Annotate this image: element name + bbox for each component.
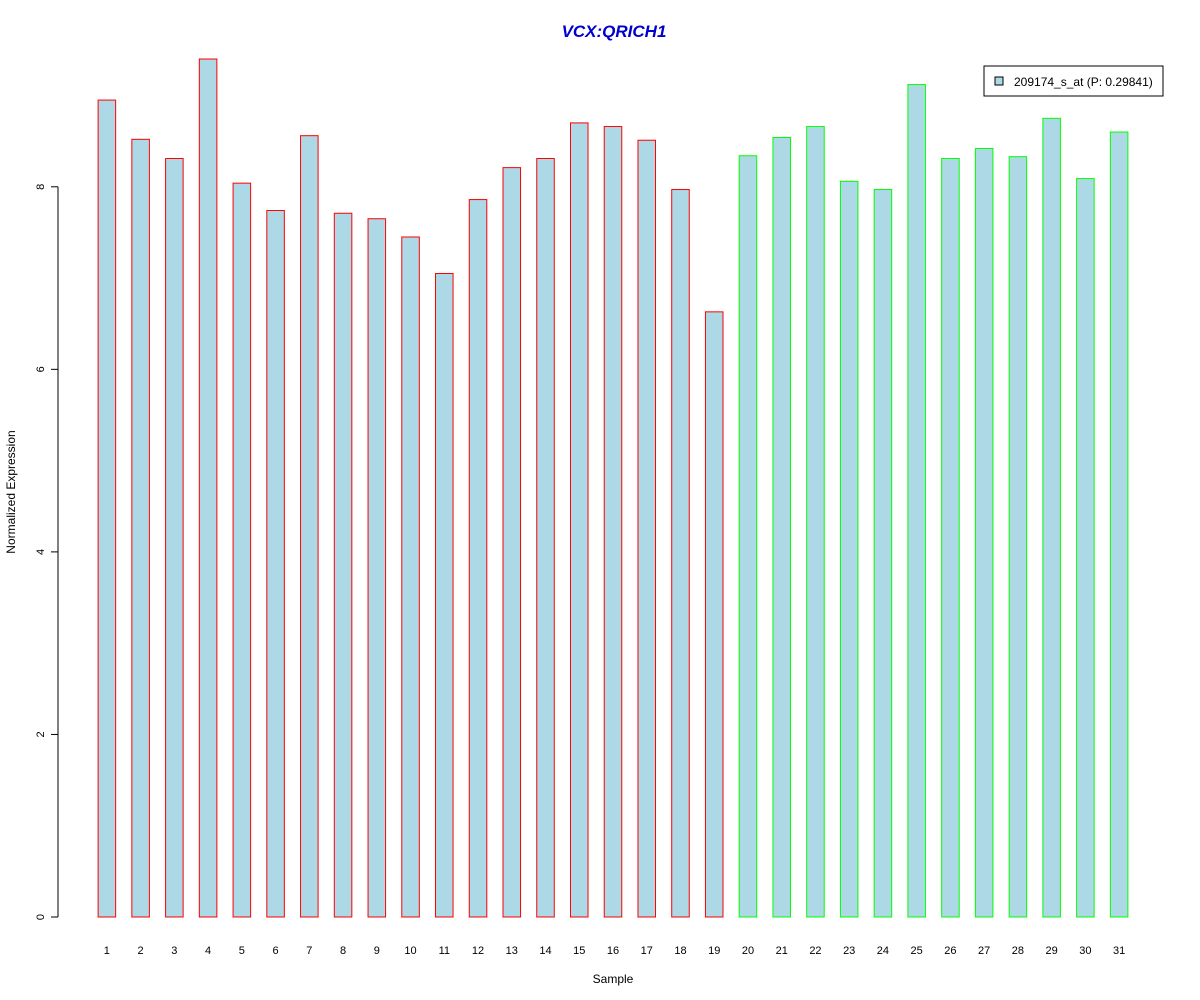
- x-tick-labels: 1 2 3 4 5 6 7 8 9 10 11 12 13 14 15 16 17 18 19 20 21 22 23 24 2…: [104, 945, 1125, 957]
- x-tick-label: 13: [506, 945, 518, 957]
- x-tick-label: 21: [776, 945, 788, 957]
- bar-sample-18: [671, 189, 690, 918]
- x-tick-label: 14: [539, 945, 551, 957]
- bar-sample-16: [603, 126, 623, 918]
- bar-sample-23: [839, 180, 859, 918]
- bar-sample-27: [974, 147, 994, 918]
- bar-sample-11: [435, 273, 454, 918]
- legend-swatch: [994, 76, 1004, 86]
- bar-sample-6: [266, 210, 285, 918]
- x-tick-label: 22: [809, 945, 821, 957]
- y-tick-label: 8: [35, 184, 47, 190]
- chart-title: VCX:QRICH1: [562, 22, 667, 41]
- x-tick-label: 8: [340, 945, 346, 957]
- bar-sample-19: [704, 311, 724, 918]
- bar-sample-22: [806, 126, 825, 918]
- x-tick-label: 5: [239, 945, 245, 957]
- x-tick-label: 19: [708, 945, 720, 957]
- bar-sample-12: [468, 199, 488, 918]
- bar-sample-31: [1109, 131, 1129, 918]
- y-tick-label: 2: [35, 731, 47, 737]
- x-tick-label: 24: [877, 945, 889, 957]
- x-tick-label: 18: [674, 945, 686, 957]
- x-tick-label: 15: [573, 945, 585, 957]
- bar-sample-2: [131, 138, 150, 918]
- x-tick-label: 29: [1046, 945, 1058, 957]
- bar-sample-4: [198, 58, 218, 918]
- bar-sample-1: [97, 99, 117, 918]
- x-tick-label: 28: [1012, 945, 1024, 957]
- x-tick-label: 16: [607, 945, 619, 957]
- y-tick-label: 4: [35, 549, 47, 555]
- x-tick-label: 26: [944, 945, 956, 957]
- x-tick-label: 1: [104, 945, 110, 957]
- x-tick-label: 9: [374, 945, 380, 957]
- legend-label: 209174_s_at (P: 0.29841): [1014, 75, 1153, 89]
- x-tick-label: 2: [138, 945, 144, 957]
- x-tick-label: 30: [1079, 945, 1091, 957]
- y-tick-label: 0: [35, 914, 47, 920]
- bar-sample-13: [502, 167, 522, 918]
- bar-sample-24: [873, 189, 893, 918]
- bar-sample-17: [637, 139, 657, 918]
- x-tick-label: 4: [205, 945, 211, 957]
- y-axis: 0 2 4 6 8: [35, 184, 59, 920]
- bar-sample-7: [300, 135, 319, 918]
- x-tick-label: 6: [273, 945, 279, 957]
- bar-sample-26: [941, 157, 960, 918]
- bar-sample-28: [1008, 156, 1028, 918]
- bar-sample-20: [738, 155, 758, 918]
- y-ticks: 0 2 4 6 8: [35, 184, 58, 920]
- x-tick-label: 23: [843, 945, 855, 957]
- bar-sample-14: [536, 157, 555, 918]
- x-tick-label: 10: [404, 945, 416, 957]
- bar-sample-25: [907, 84, 926, 918]
- y-tick-label: 6: [35, 366, 47, 372]
- x-tick-label: 20: [742, 945, 754, 957]
- bar-sample-3: [165, 157, 184, 918]
- legend: 209174_s_at (P: 0.29841): [983, 65, 1164, 97]
- bar-sample-9: [367, 218, 387, 918]
- legend-box: [983, 65, 1164, 97]
- x-tick-label: 25: [911, 945, 923, 957]
- x-tick-label: 7: [306, 945, 312, 957]
- x-tick-label: 12: [472, 945, 484, 957]
- bar-sample-5: [232, 182, 252, 918]
- x-tick-label: 11: [439, 945, 450, 957]
- bar-sample-21: [772, 136, 791, 918]
- bar-sample-8: [333, 212, 353, 918]
- x-tick-label: 17: [641, 945, 653, 957]
- bar-sample-10: [401, 236, 420, 918]
- bar-sample-15: [569, 122, 589, 918]
- y-axis-label: Normalized Expression: [4, 430, 18, 553]
- bars: [97, 58, 1129, 918]
- x-tick-label: 31: [1113, 945, 1125, 957]
- bar-sample-29: [1042, 117, 1061, 918]
- x-axis-label: Sample: [593, 972, 634, 986]
- x-tick-label: 3: [171, 945, 177, 957]
- bar-sample-30: [1076, 178, 1095, 918]
- x-tick-label: 27: [978, 945, 990, 957]
